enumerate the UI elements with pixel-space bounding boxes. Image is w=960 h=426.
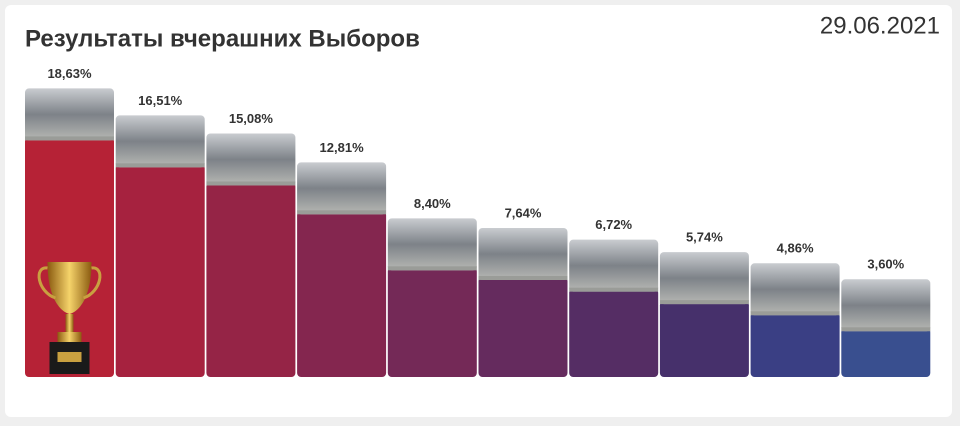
car-photo-edge	[841, 327, 931, 332]
car-photo	[841, 279, 931, 332]
trophy-plate	[57, 352, 82, 362]
car-photo	[478, 227, 568, 280]
car-photo	[25, 88, 114, 141]
value-label: 4,86%	[777, 241, 814, 256]
car-photo-edge	[569, 287, 659, 292]
car-photo	[569, 239, 659, 292]
car-photo-edge	[297, 210, 387, 215]
car-photo	[387, 218, 477, 271]
value-label: 12,81%	[320, 140, 365, 155]
bar	[750, 312, 840, 377]
car-photo-edge	[387, 266, 477, 271]
trophy-neck	[57, 332, 82, 342]
car-photo-edge	[750, 311, 840, 316]
car-photo	[659, 252, 749, 305]
trophy-cup	[47, 262, 92, 314]
car-photo-edge	[206, 181, 296, 186]
bars: 18,63% 16,51% 15,08% 12,81% 8,40% 7,64% 6,72% 5…	[25, 66, 931, 377]
bar	[659, 301, 749, 377]
bar	[478, 276, 568, 377]
value-label: 15,08%	[229, 111, 274, 126]
bar	[569, 288, 659, 377]
trophy-handles	[37, 266, 102, 300]
car-photo-edge	[478, 275, 568, 280]
car-photo	[206, 133, 296, 186]
value-label: 18,63%	[47, 66, 92, 81]
car-photo-edge	[25, 136, 114, 141]
bar	[841, 328, 931, 377]
value-label: 16,51%	[138, 93, 183, 108]
bar	[297, 211, 387, 377]
bar	[25, 137, 114, 377]
bar	[206, 182, 296, 377]
trophy-stem	[65, 314, 74, 334]
value-label: 6,72%	[595, 217, 632, 232]
value-label: 8,40%	[414, 196, 451, 211]
value-label: 5,74%	[686, 230, 723, 245]
car-photo-edge	[115, 163, 205, 168]
date: 29.06.2021	[820, 12, 940, 39]
car-photo	[115, 115, 205, 168]
car-photo-edge	[659, 300, 749, 305]
bar	[387, 267, 477, 377]
bar	[115, 164, 205, 377]
value-label: 3,60%	[867, 257, 904, 272]
car-photo	[297, 162, 387, 215]
chart-title: Результаты вчерашних Выборов	[25, 25, 420, 52]
car-photo	[750, 263, 840, 316]
value-label: 7,64%	[505, 205, 542, 220]
